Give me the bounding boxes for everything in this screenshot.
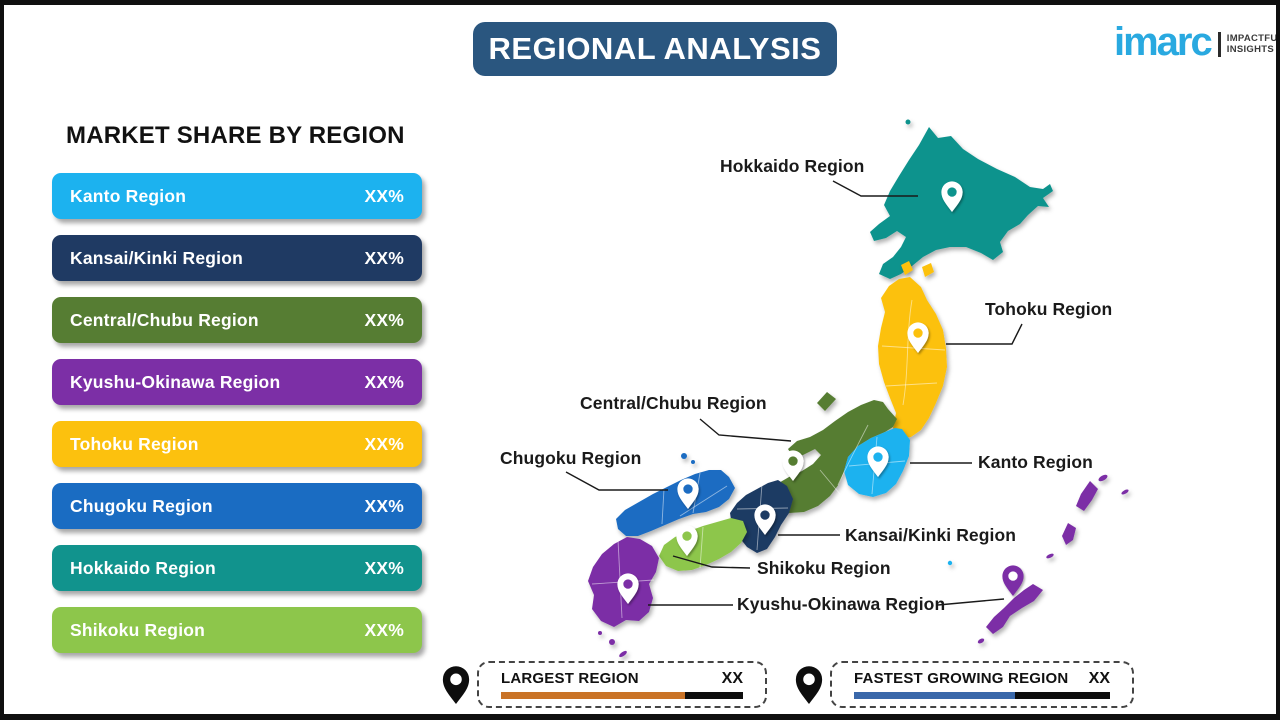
market-share-list: Kanto Region XX% Kansai/Kinki Region XX%…	[52, 173, 422, 653]
legend-fastest-meter	[854, 692, 1110, 699]
map-label-kyushu-okinawa: Kyushu-Okinawa Region	[737, 594, 946, 614]
market-share-bar-kansai: Kansai/Kinki Region XX%	[52, 235, 422, 281]
bar-value: XX%	[364, 619, 404, 640]
map-label-hokkaido: Hokkaido Region	[720, 156, 865, 176]
map-pin-okinawa	[1002, 565, 1024, 596]
leader-chubu	[699, 418, 792, 442]
bar-label: Kanto Region	[70, 185, 187, 206]
legend-largest-label: LARGEST REGION	[501, 670, 639, 687]
bar-label: Hokkaido Region	[70, 557, 216, 578]
bar-label: Tohoku Region	[70, 433, 199, 454]
bar-value: XX%	[364, 557, 404, 578]
map-pin-kanto	[867, 446, 889, 477]
leader-chugoku	[565, 471, 668, 491]
legend-fastest-growing-region: FASTEST GROWING REGION XX	[830, 661, 1134, 708]
legend-pin-largest	[442, 666, 470, 704]
map-label-tohoku: Tohoku Region	[985, 299, 1113, 319]
bar-value: XX%	[364, 185, 404, 206]
meter-black-segment	[684, 692, 743, 699]
map-region-shikoku	[659, 518, 747, 571]
meter-colored-segment	[854, 692, 1016, 699]
logo-divider	[1217, 31, 1221, 57]
market-share-bar-kyushu: Kyushu-Okinawa Region XX%	[52, 359, 422, 405]
map-pin-kyushu	[617, 573, 639, 604]
legend-largest-meter	[501, 692, 743, 699]
meter-colored-segment	[501, 692, 685, 699]
bar-label: Kansai/Kinki Region	[70, 247, 243, 268]
bar-value: XX%	[364, 433, 404, 454]
brand-tagline: IMPACTFUL INSIGHTS	[1226, 32, 1280, 55]
bar-value: XX%	[364, 309, 404, 330]
brand-logo: imarc IMPACTFUL INSIGHTS	[1114, 22, 1280, 62]
page-title: REGIONAL ANALYSIS	[488, 31, 822, 66]
leader-tohoku	[946, 323, 1023, 345]
legend-pin-fastest	[795, 666, 823, 704]
map-label-kansai: Kansai/Kinki Region	[845, 525, 1017, 545]
bar-label: Central/Chubu Region	[70, 309, 259, 330]
map-label-shikoku: Shikoku Region	[757, 558, 891, 578]
market-share-bar-chubu: Central/Chubu Region XX%	[52, 297, 422, 343]
legend-largest-region: LARGEST REGION XX	[477, 661, 767, 708]
leader-kyushu-right	[937, 598, 1005, 606]
bar-label: Shikoku Region	[70, 619, 206, 640]
map-pin-tohoku	[907, 322, 929, 353]
map-region-hokkaido	[870, 119, 1053, 279]
title-banner: REGIONAL ANALYSIS	[473, 22, 837, 76]
market-share-bar-hokkaido: Hokkaido Region XX%	[52, 545, 422, 591]
map-pin-shikoku	[676, 525, 698, 556]
map-label-chubu: Central/Chubu Region	[580, 393, 767, 413]
legend-largest-value: XX	[721, 670, 743, 687]
map-pin-hokkaido	[941, 181, 963, 212]
map-label-chugoku: Chugoku Region	[500, 448, 642, 468]
market-share-heading: MARKET SHARE BY REGION	[66, 122, 405, 149]
bar-value: XX%	[364, 371, 404, 392]
legend-fastest-value: XX	[1088, 670, 1110, 687]
bar-value: XX%	[364, 247, 404, 268]
market-share-bar-shikoku: Shikoku Region XX%	[52, 607, 422, 653]
bar-value: XX%	[364, 495, 404, 516]
brand-name: imarc	[1114, 20, 1213, 64]
market-share-bar-tohoku: Tohoku Region XX%	[52, 421, 422, 467]
map-pin-kansai	[754, 504, 776, 535]
bar-label: Kyushu-Okinawa Region	[70, 371, 281, 392]
map-pin-chubu	[782, 450, 804, 481]
map-pin-chugoku	[677, 478, 699, 509]
map-region-chubu	[771, 392, 897, 513]
market-share-bar-chugoku: Chugoku Region XX%	[52, 483, 422, 529]
map-region-chugoku	[616, 453, 735, 536]
leader-shikoku	[672, 555, 751, 569]
leader-hokkaido	[832, 180, 918, 197]
map-region-tohoku	[878, 261, 947, 438]
leader-lines	[565, 180, 1023, 606]
legend-fastest-label: FASTEST GROWING REGION	[854, 670, 1069, 687]
meter-black-segment	[1015, 692, 1110, 699]
map-label-kanto: Kanto Region	[978, 452, 1093, 472]
market-share-bar-kanto: Kanto Region XX%	[52, 173, 422, 219]
bar-label: Chugoku Region	[70, 495, 213, 516]
